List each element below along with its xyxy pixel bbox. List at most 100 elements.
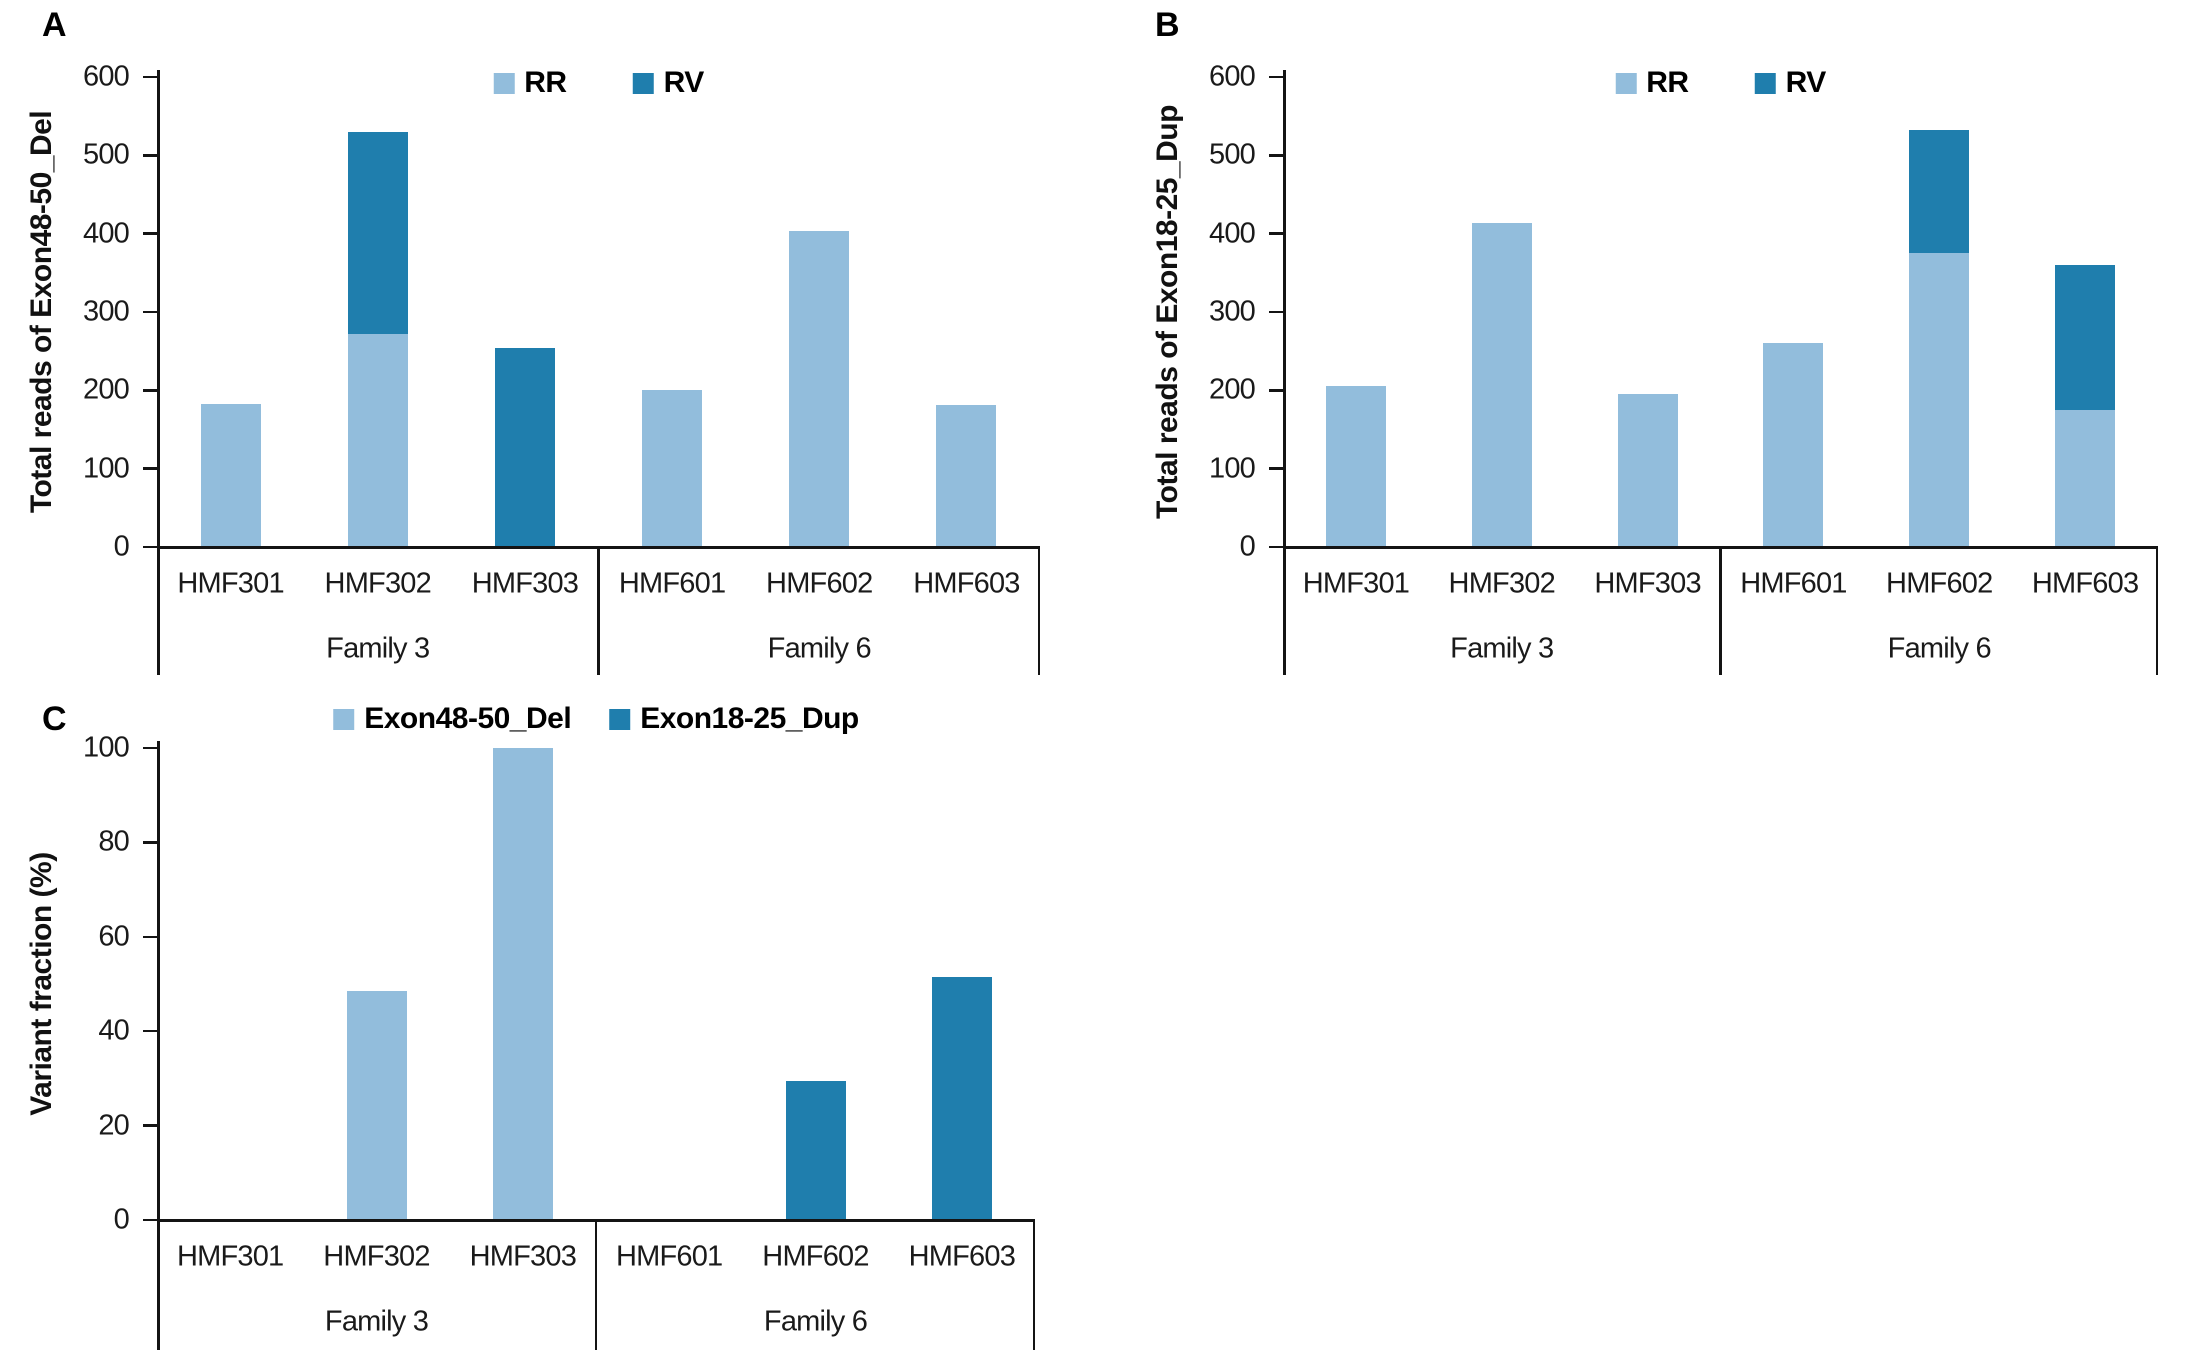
group-label-family-6: Family 6 [1887,632,1992,665]
y-tick-mark [1269,545,1283,549]
category-label-HMF303: HMF303 [469,1240,577,1273]
category-label-HMF603: HMF603 [908,1240,1016,1273]
family-divider-line [597,547,600,675]
family-divider-line [594,1220,598,1350]
y-tick-label: 0 [1239,530,1256,563]
bar-HMF603-Exon18-25_Dup [931,976,992,1220]
y-tick-mark [143,545,157,549]
bar-HMF602-RV [1909,130,1970,254]
panel-b-legend: RR RV [1615,66,1827,100]
y-tick-label: 200 [83,373,130,406]
bar-HMF303-RR [1617,394,1678,547]
group-label-family-3: Family 3 [326,632,430,665]
y-tick-label: 200 [1209,373,1256,406]
y-axis-line [1283,70,1286,675]
legend-item-RR: RR [493,66,567,100]
y-tick-mark [143,232,157,235]
panel-c-y-axis-title: Variant fraction (%) [25,852,58,1116]
y-tick-label: 40 [98,1014,129,1047]
legend-swatch-RR [1615,72,1637,94]
y-tick-label: 20 [98,1109,129,1142]
category-label-HMF602: HMF602 [766,567,873,600]
panel-c-label: C [42,700,67,738]
y-tick-label: 60 [98,920,129,953]
legend-label-RR: RR [524,66,567,99]
panel-c-legend: Exon48-50_Del Exon18-25_Dup [333,702,859,736]
y-tick-mark [1269,389,1283,392]
legend-item-Exon18-25_Dup: Exon18-25_Dup [609,702,859,736]
table-right-border [2155,547,2158,675]
group-label-family-6: Family 6 [763,1305,868,1338]
y-tick-label: 300 [1209,295,1256,328]
category-label-HMF602: HMF602 [762,1240,869,1273]
y-tick-mark [143,467,157,470]
y-axis-line [157,741,160,1350]
y-tick-label: 400 [83,217,130,250]
bar-HMF601-RR [1763,343,1824,547]
bar-HMF602-RR [1909,253,1970,547]
legend-swatch-RR [493,72,515,94]
y-tick-mark [1269,75,1283,79]
legend-item-RV: RV [1754,66,1827,100]
category-label-HMF603: HMF603 [2031,567,2139,600]
bar-HMF601-RR [642,389,703,547]
table-right-border [1032,1220,1035,1350]
bar-HMF603-RR [936,405,997,547]
category-label-HMF303: HMF303 [1594,567,1701,600]
legend-swatch-Exon48-50_Del [333,708,355,730]
panel-b-label: B [1155,6,1180,44]
bar-HMF303-RV [494,348,555,547]
category-label-HMF301: HMF301 [177,567,284,600]
category-label-HMF302: HMF302 [323,1240,430,1273]
bar-HMF303-Exon48-50_Del [492,748,553,1220]
group-label-family-6: Family 6 [767,632,872,665]
legend-label-RR: RR [1646,66,1689,99]
legend-item-RV: RV [632,66,705,100]
y-tick-mark [1269,154,1283,157]
y-tick-mark [143,154,157,157]
y-tick-mark [143,1218,157,1222]
family-divider-line [1719,547,1722,675]
legend-label-RV: RV [663,66,705,99]
bar-HMF301-RR [1325,385,1386,547]
y-tick-mark [143,1124,157,1127]
bar-HMF602-Exon18-25_Dup [785,1080,846,1220]
bar-HMF301-RR [200,404,261,547]
y-tick-label: 0 [113,530,130,563]
category-label-HMF601: HMF601 [1740,567,1847,600]
bar-HMF603-RV [2055,265,2116,410]
y-tick-mark [143,935,157,939]
y-tick-label: 400 [1209,217,1256,250]
category-label-HMF302: HMF302 [1448,567,1556,600]
bar-HMF302-RV [347,131,408,334]
legend-item-Exon48-50_Del: Exon48-50_Del [333,702,572,736]
legend-label-Exon48-50_Del: Exon48-50_Del [364,702,572,735]
legend-swatch-Exon18-25_Dup [609,708,631,730]
y-tick-mark [143,841,157,844]
category-label-HMF301: HMF301 [1302,567,1410,600]
legend-label-Exon18-25_Dup: Exon18-25_Dup [640,702,859,735]
legend-label-RV: RV [1785,66,1827,99]
bar-HMF603-RR [2055,409,2116,547]
y-tick-mark [1269,467,1283,470]
bar-HMF602-RR [789,231,850,547]
category-label-HMF301: HMF301 [176,1240,284,1273]
y-tick-mark [143,1029,157,1033]
legend-swatch-RV [1754,72,1776,94]
y-tick-label: 600 [83,60,130,93]
y-tick-label: 300 [83,295,130,328]
y-tick-mark [143,389,157,392]
category-label-HMF603: HMF603 [913,567,1020,600]
category-label-HMF601: HMF601 [615,1240,723,1273]
y-tick-label: 500 [83,138,130,171]
y-tick-label: 80 [98,825,129,858]
bar-HMF302-Exon48-50_Del [346,991,407,1220]
y-tick-mark [143,310,157,314]
category-label-HMF303: HMF303 [471,567,579,600]
panel-a-label: A [42,6,67,44]
y-tick-mark [1269,310,1283,314]
legend-item-RR: RR [1615,66,1689,100]
y-tick-mark [1269,232,1283,235]
y-tick-label: 100 [83,731,130,764]
